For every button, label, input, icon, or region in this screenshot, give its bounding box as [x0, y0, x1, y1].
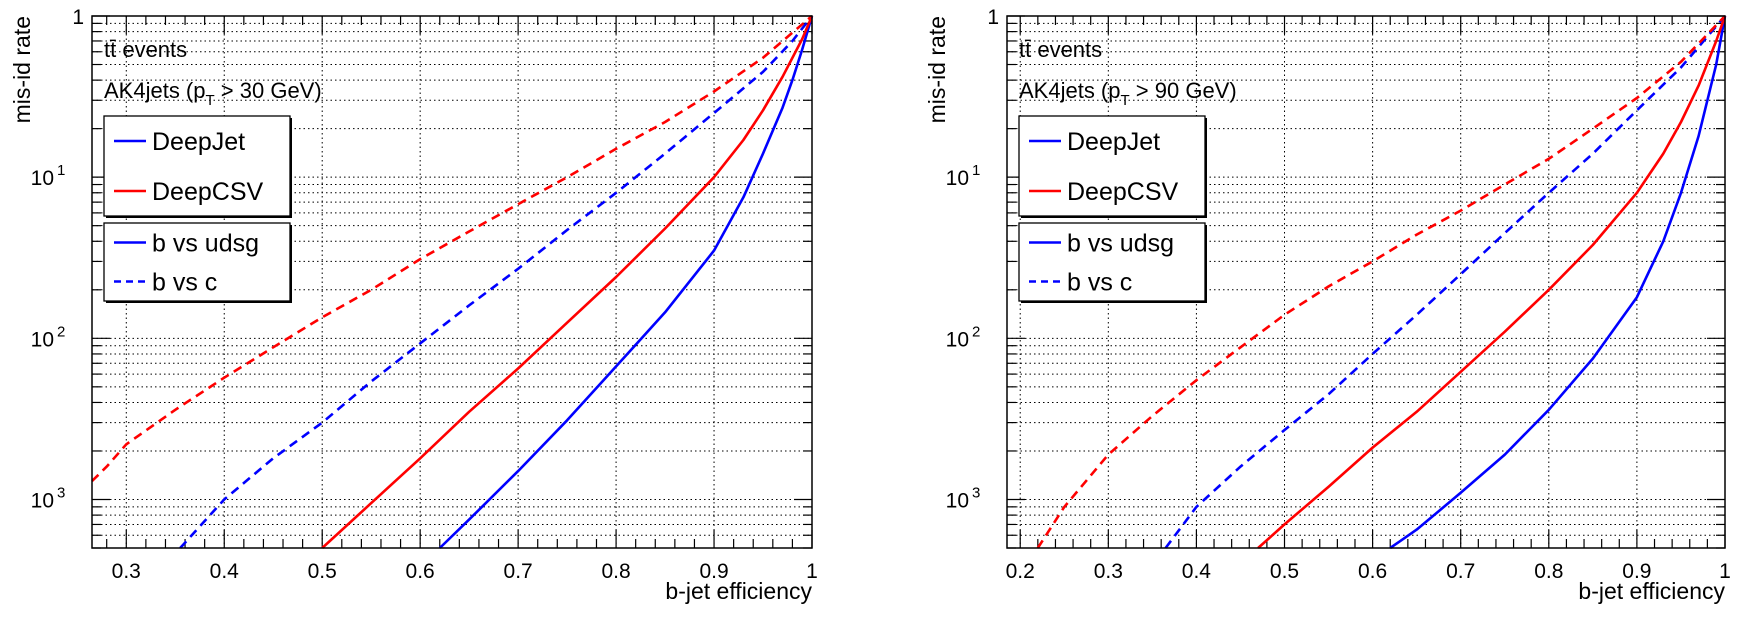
plot-frame: [91, 15, 813, 549]
legend-label: b vs c: [152, 269, 217, 297]
legend-label: DeepJet: [1067, 128, 1160, 156]
legend-frame: [103, 115, 291, 217]
annotation-selection-rest: > 90 GeV): [1130, 78, 1237, 103]
legend-discriminants: b vs udsg b vs c: [1018, 222, 1207, 303]
series-line-3: [1164, 15, 1726, 549]
x-axis-title: b-jet efficiency: [665, 578, 812, 604]
series-line-4: [91, 15, 813, 483]
series-line-1: [438, 15, 814, 549]
annotation-process: tt̄ events: [1019, 37, 1102, 62]
x-tick-label: 0.8: [601, 560, 630, 583]
x-tick-label: 0.5: [1270, 560, 1299, 583]
x-tick-label: 0.7: [1446, 560, 1475, 583]
x-tick-label: 0.7: [504, 560, 533, 583]
axis-ticks: [1007, 15, 1726, 549]
y-tick-label-base: 10: [31, 489, 54, 512]
annotation-selection: AK4jets (pT > 90 GeV): [1019, 78, 1237, 109]
x-tick-label: 0.4: [210, 560, 240, 583]
x-tick-label: 1: [1719, 560, 1731, 583]
annotation-selection-subscript: T: [206, 92, 215, 109]
series-line-4: [1036, 15, 1726, 549]
x-tick-label: 0.3: [1094, 560, 1123, 583]
y-tick-label-base: 10: [946, 328, 969, 351]
x-axis-title: b-jet efficiency: [1578, 578, 1725, 604]
y-tick-label-base: 10: [31, 167, 54, 190]
x-tick-labels: 0.2 0.3 0.4 0.5 0.6 0.7 0.8 0.9 1: [1006, 560, 1731, 583]
x-tick-label: 0.9: [699, 560, 728, 583]
x-tick-label: 0.5: [308, 560, 337, 583]
y-tick-label-exponent: 1: [57, 162, 65, 179]
plot-frame: [1006, 15, 1726, 549]
legend-label: b vs udsg: [1067, 230, 1174, 258]
y-axis-title: mis-id rate: [924, 16, 950, 123]
annotation-selection-subscript: T: [1121, 92, 1130, 109]
annotation-process: tt̄ events: [104, 37, 187, 62]
y-tick-label-exponent: 3: [972, 484, 980, 501]
x-tick-label: 0.6: [1358, 560, 1387, 583]
y-tick-label-base: 1: [72, 6, 84, 29]
data-series: [1036, 15, 1727, 550]
legend-frame: [1018, 222, 1206, 302]
x-tick-label: 0.9: [1622, 560, 1651, 583]
x-tick-labels: 0.3 0.4 0.5 0.6 0.7 0.8 0.9 1: [112, 560, 818, 583]
x-tick-label: 0.8: [1534, 560, 1563, 583]
y-tick-label-exponent: 1: [972, 162, 980, 179]
y-tick-label-exponent: 2: [972, 323, 980, 340]
y-tick-label-base: 10: [946, 489, 969, 512]
legend-discriminants: b vs udsg b vs c: [103, 222, 292, 303]
y-tick-label-base: 10: [946, 167, 969, 190]
y-tick-label-base: 1: [987, 6, 999, 29]
legend-frame: [103, 222, 291, 302]
y-tick-label-exponent: 2: [57, 323, 65, 340]
series-line-3: [179, 15, 814, 549]
series-line-1: [1389, 15, 1727, 550]
annotation-selection-rest: > 30 GeV): [215, 78, 322, 103]
x-tick-label: 0.4: [1182, 560, 1212, 583]
annotation-selection-main: AK4jets (p: [1019, 78, 1121, 103]
x-tick-label: 1: [806, 560, 818, 583]
legend-label: b vs udsg: [152, 230, 259, 258]
legend-label: b vs c: [1067, 269, 1132, 297]
series-line-2: [321, 15, 814, 549]
legend-label: DeepCSV: [1067, 178, 1178, 206]
data-series: [91, 15, 814, 549]
x-tick-label: 0.3: [112, 560, 141, 583]
legend-label: DeepCSV: [152, 178, 263, 206]
y-axis-title: mis-id rate: [9, 16, 35, 123]
axis-ticks: [92, 15, 813, 549]
annotation-selection-main: AK4jets (p: [104, 78, 206, 103]
y-tick-label-exponent: 3: [57, 484, 65, 501]
x-tick-label: 0.6: [406, 560, 435, 583]
legend-label: DeepJet: [152, 128, 245, 156]
y-tick-label-base: 10: [31, 328, 54, 351]
legend-frame: [1018, 115, 1206, 217]
annotation-selection: AK4jets (pT > 30 GeV): [104, 78, 322, 109]
legend-taggers: DeepJet DeepCSV: [1018, 115, 1207, 218]
legend-taggers: DeepJet DeepCSV: [103, 115, 292, 218]
x-tick-label: 0.2: [1006, 560, 1035, 583]
series-line-2: [1257, 15, 1727, 549]
